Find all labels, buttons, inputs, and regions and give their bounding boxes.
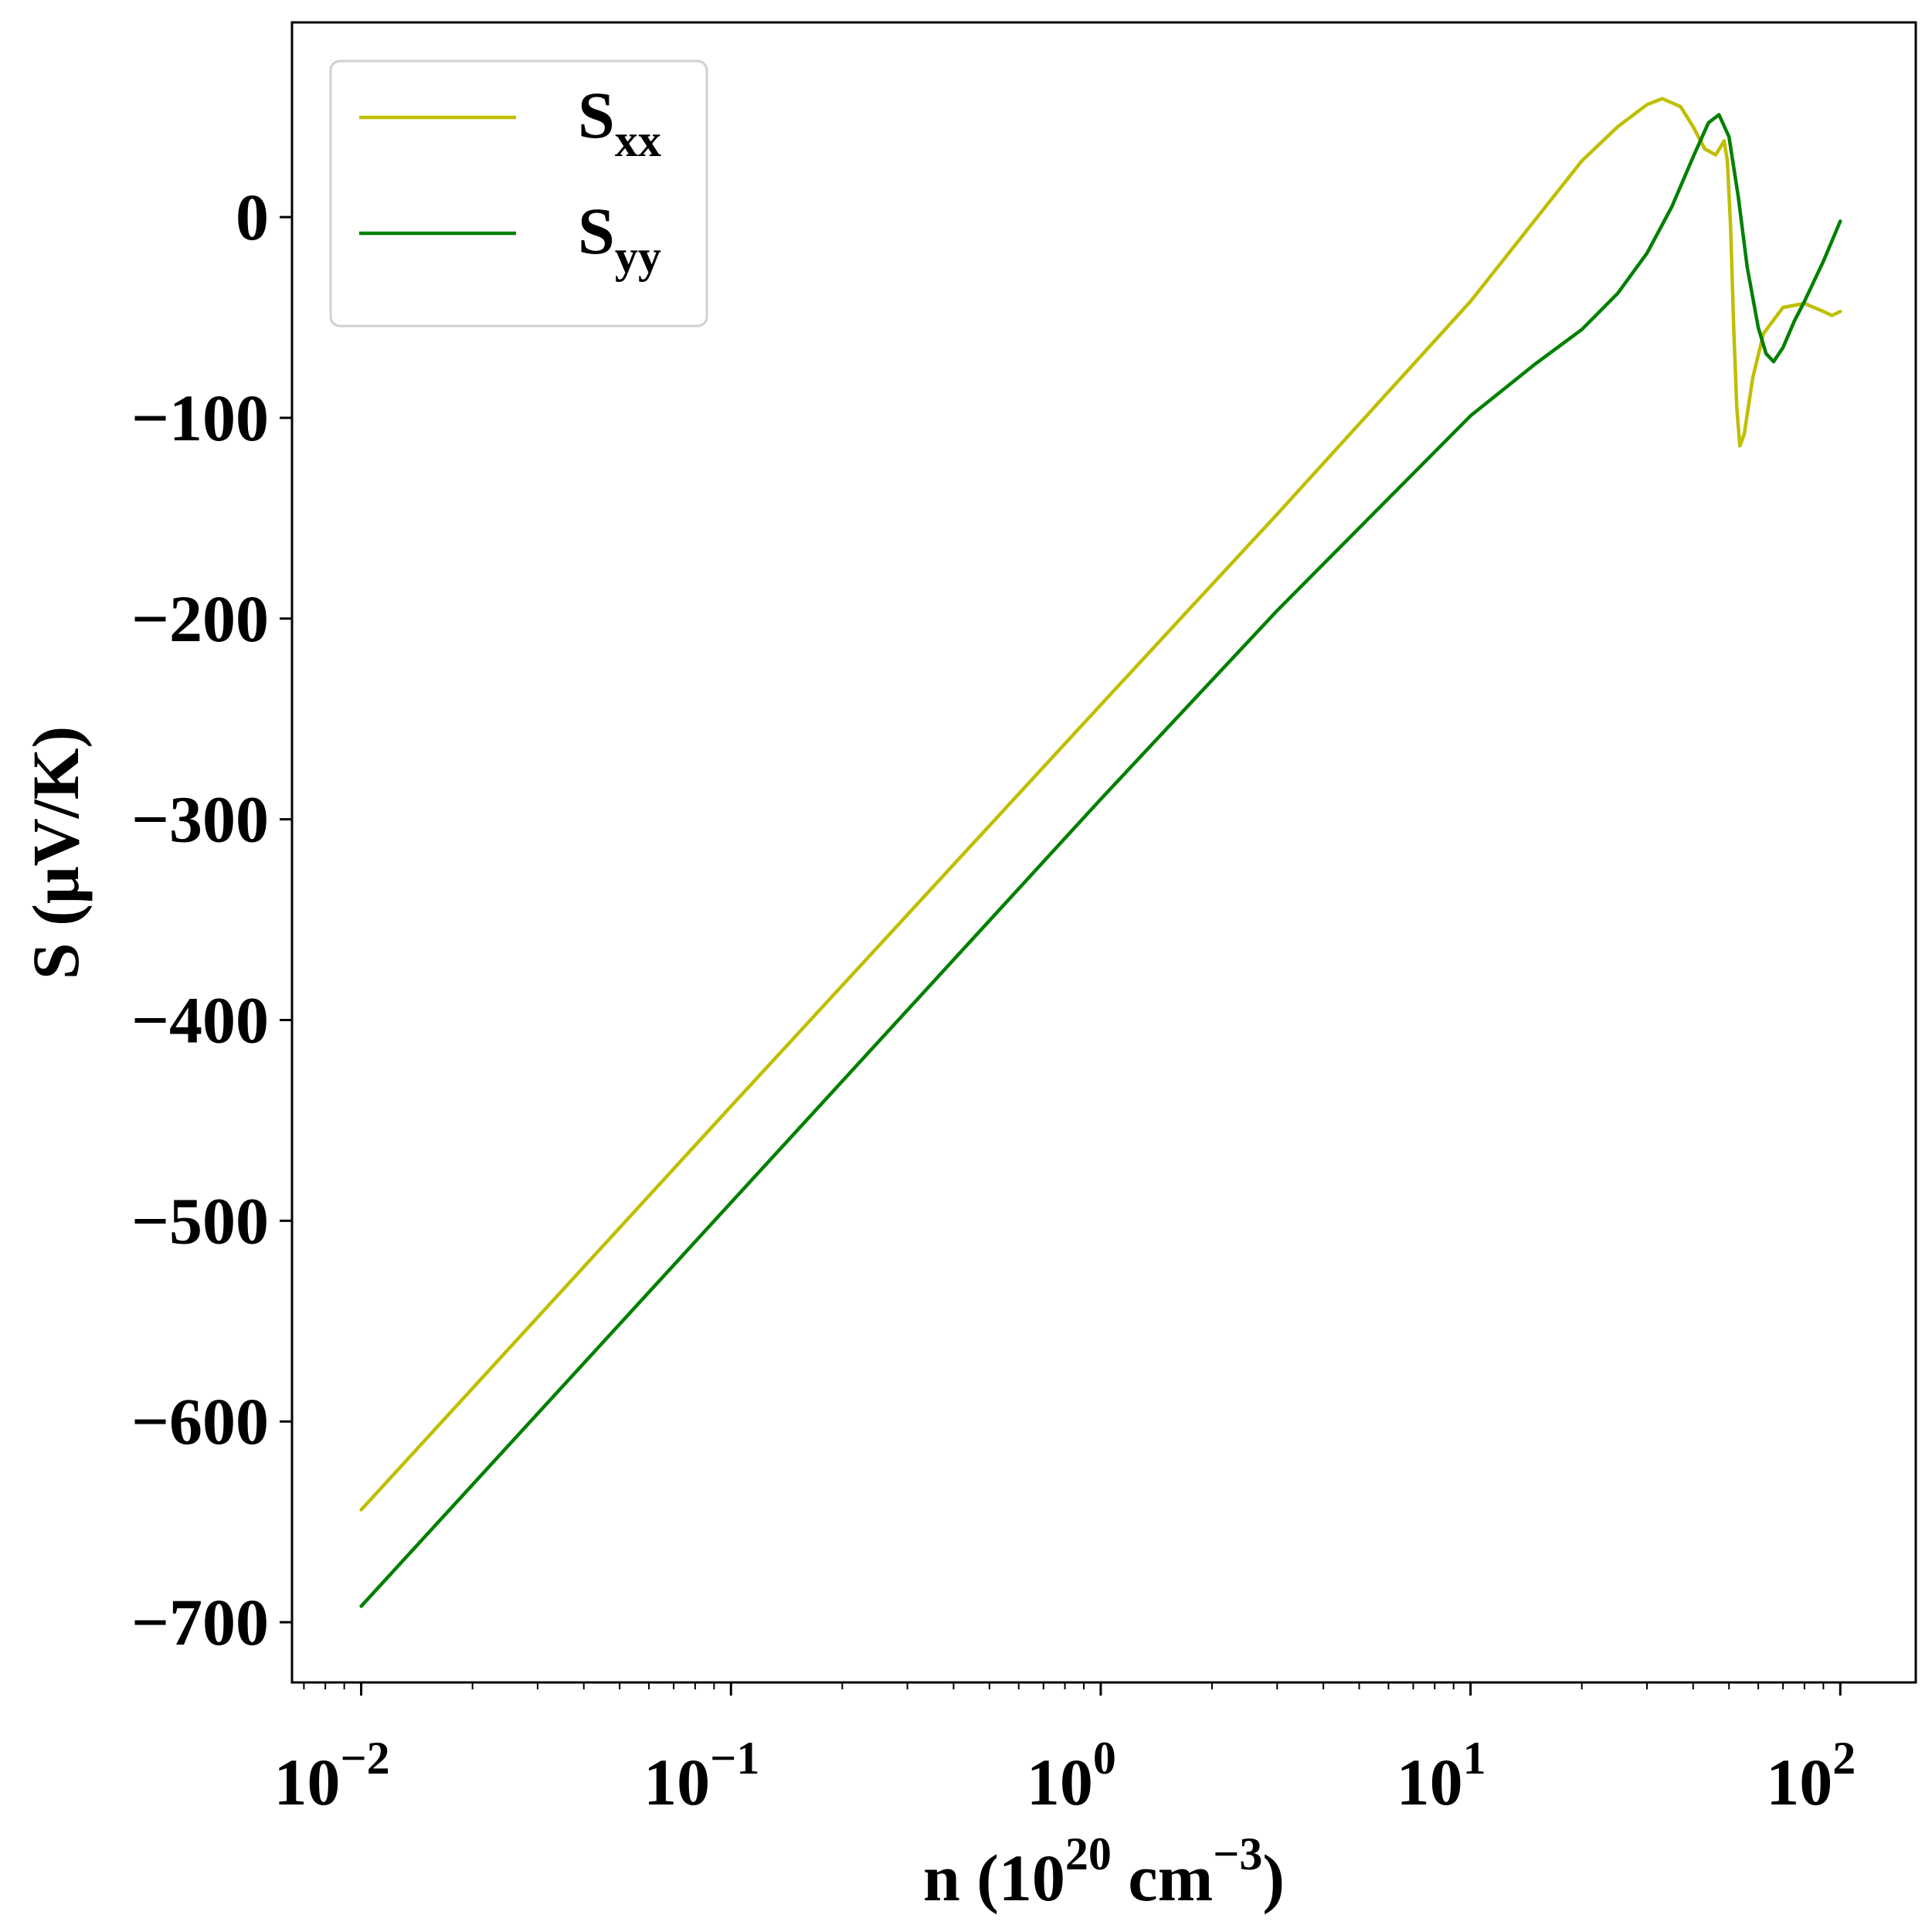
x-tick-base: 10 xyxy=(1397,1745,1463,1819)
y-axis-ticks: 0 −100 −200 −300 −400 −500 −600 −700 xyxy=(131,180,292,1659)
x-tick-label: 10−2 xyxy=(273,1733,389,1819)
series-layer xyxy=(359,97,1842,1608)
axes-frame xyxy=(290,21,1917,1684)
legend-label-main: S xyxy=(578,78,615,152)
x-tick-exponent: −2 xyxy=(340,1733,389,1784)
x-tick-label: 101 xyxy=(1397,1733,1486,1819)
legend-label-subscript: yy xyxy=(615,231,661,282)
x-axis-title: n (1020 cm−3) xyxy=(923,1828,1285,1915)
series-line-xx xyxy=(359,97,1842,1512)
x-tick-exponent: 0 xyxy=(1093,1733,1116,1784)
x-tick-base: 10 xyxy=(273,1745,340,1819)
x-axis-title-exponent-2: −3 xyxy=(1213,1828,1262,1879)
x-axis-ticks: 10−2 10−1 100 101 102 xyxy=(273,1682,1856,1819)
x-axis-title-main: n (10 xyxy=(923,1841,1065,1915)
x-axis-title-mid: cm xyxy=(1112,1841,1213,1915)
x-tick-label: 10−1 xyxy=(643,1733,759,1819)
x-tick-label: 102 xyxy=(1766,1733,1856,1819)
legend-frame xyxy=(329,59,708,328)
y-tick-label: −500 xyxy=(131,1183,269,1258)
y-tick-label: 0 xyxy=(236,180,269,254)
y-tick-label: −700 xyxy=(131,1585,269,1659)
series-line-yy xyxy=(359,113,1842,1608)
x-tick-label: 100 xyxy=(1027,1733,1116,1819)
y-tick-label: −400 xyxy=(131,983,269,1057)
y-tick-label: −600 xyxy=(131,1384,269,1458)
y-tick-label: −300 xyxy=(131,783,269,857)
x-tick-exponent: 2 xyxy=(1832,1733,1856,1784)
x-axis-title-end: ) xyxy=(1262,1841,1285,1915)
y-tick-label: −100 xyxy=(131,381,269,455)
x-tick-base: 10 xyxy=(643,1745,710,1819)
y-axis-title: S (μV/K) xyxy=(19,726,93,979)
x-tick-exponent: 1 xyxy=(1463,1733,1486,1784)
plot-area xyxy=(290,21,1917,1684)
x-tick-base: 10 xyxy=(1027,1745,1093,1819)
legend-label-yy: Syy xyxy=(578,194,661,282)
x-tick-base: 10 xyxy=(1766,1745,1832,1819)
x-tick-exponent: −1 xyxy=(710,1733,759,1784)
legend-label-xx: Sxx xyxy=(578,78,661,166)
x-axis-title-exponent-1: 20 xyxy=(1065,1828,1112,1879)
y-tick-label: −200 xyxy=(131,582,269,656)
legend-label-main: S xyxy=(578,194,615,268)
legend-label-subscript: xx xyxy=(615,115,661,166)
